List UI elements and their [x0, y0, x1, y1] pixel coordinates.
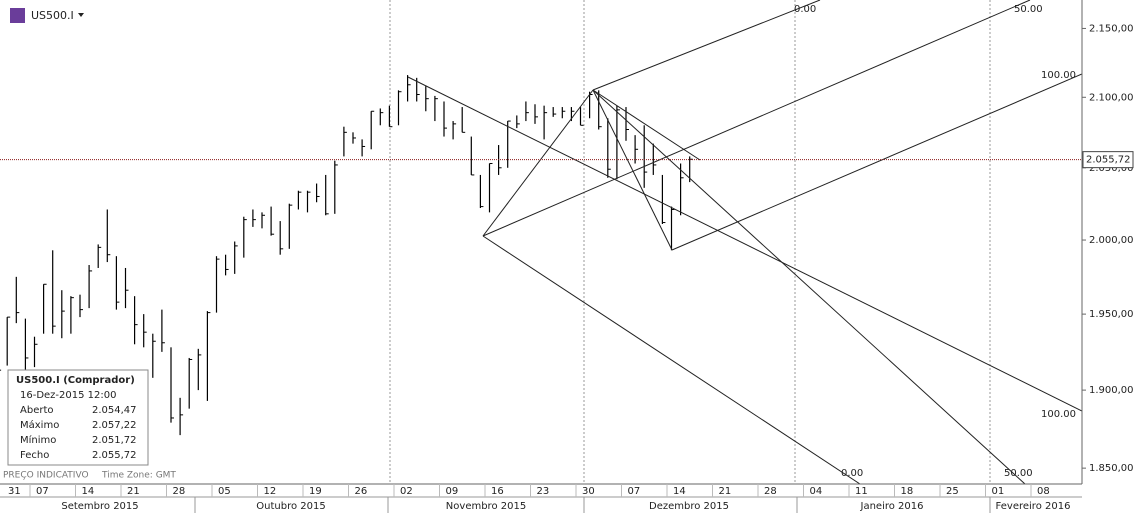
x-axis: 31 07 14 21 28 05 12 19 26 02 09 16 23 30 07 14 21 28 04 11…	[0, 483, 1141, 513]
x-tick-label: 05	[218, 486, 231, 497]
x-tick-label: 14	[82, 486, 95, 497]
x-tick-label: 04	[810, 486, 823, 497]
symbol-header[interactable]: US500.I	[10, 8, 84, 23]
x-tick-label: 02	[400, 486, 413, 497]
level-label: 50.00	[1004, 468, 1033, 479]
price-bars	[0, 75, 693, 436]
x-tick-label: 23	[537, 486, 550, 497]
x-tick-label: 28	[764, 486, 777, 497]
month-label: Outubro 2015	[256, 501, 325, 512]
info-title: US500.I (Comprador)	[16, 375, 135, 386]
x-tick-label: 18	[901, 486, 914, 497]
grid	[389, 0, 991, 484]
y-tick-label: 2.100,00	[1089, 92, 1134, 103]
last-price-label: 2.055,72	[1086, 155, 1131, 166]
month-label: Novembro 2015	[446, 501, 526, 512]
x-tick-label: 07	[36, 486, 49, 497]
x-tick-label: 31	[8, 486, 21, 497]
x-tick-label: 07	[628, 486, 641, 497]
x-tick-label: 25	[946, 486, 959, 497]
last-price-box	[1082, 151, 1134, 169]
pitchfork-line	[407, 76, 1082, 412]
y-tick-label: 1.950,00	[1089, 309, 1134, 320]
info-frame	[7, 369, 149, 466]
pitchfork-line	[482, 0, 1031, 237]
x-tick-label: 09	[446, 486, 459, 497]
info-time: 16-Dez-2015 12:00	[20, 390, 117, 401]
y-tick-label: 1.900,00	[1089, 385, 1134, 396]
x-tick-label: 19	[309, 486, 322, 497]
info-key: Aberto	[20, 405, 54, 416]
pitchfork-labels: 0.00 50.00 100.00 0.00 50.00 100.00	[794, 4, 1076, 479]
level-label: 50.00	[1014, 4, 1043, 15]
x-tick-label: 14	[673, 486, 686, 497]
pitchfork	[407, 0, 1082, 484]
y-tick-label: 1.850,00	[1089, 463, 1134, 474]
info-key: Mínimo	[20, 434, 56, 446]
x-tick-label: 01	[992, 486, 1005, 497]
y-axis: 1.850,00 1.900,00 1.950,00 2.000,00 2.050,00…	[1081, 0, 1134, 484]
level-label: 0.00	[841, 468, 863, 479]
info-value: 2.057,22	[92, 420, 137, 431]
month-label: Fevereiro 2016	[996, 501, 1071, 512]
axis-band	[0, 484, 1141, 513]
level-label: 100.00	[1041, 409, 1076, 420]
y-tick-label: 2.000,00	[1089, 235, 1134, 246]
info-box: US500.I (Comprador) 16-Dez-2015 12:00 Ab…	[7, 369, 149, 466]
y-tick-label: 2.150,00	[1089, 23, 1134, 34]
x-tick-label: 21	[127, 486, 140, 497]
x-tick-label: 21	[719, 486, 732, 497]
pitchfork-line	[592, 89, 701, 161]
info-value: 2.055,72	[92, 450, 137, 461]
x-tick-label: 11	[855, 486, 868, 497]
symbol-icon	[10, 8, 25, 23]
x-tick-label: 08	[1037, 486, 1050, 497]
info-value: 2.051,72	[92, 435, 137, 446]
month-label: Dezembro 2015	[649, 501, 729, 512]
footer-note: Time Zone: GMT	[101, 471, 176, 481]
level-label: 0.00	[794, 4, 816, 15]
y-tick-label: 2.050,00	[1089, 163, 1134, 174]
pitchfork-line	[482, 89, 594, 237]
info-key: Máximo	[20, 419, 59, 431]
pitchfork-line	[482, 235, 861, 484]
pitchfork-line	[671, 73, 1082, 251]
month-label: Janeiro 2016	[860, 501, 924, 512]
x-tick-label: 28	[173, 486, 186, 497]
footer-note: PREÇO INDICATIVO	[3, 471, 89, 481]
info-key: Fecho	[20, 450, 49, 461]
x-tick-label: 16	[491, 486, 504, 497]
pitchfork-line	[592, 0, 821, 91]
x-tick-label: 26	[355, 486, 368, 497]
level-label: 100.00	[1041, 70, 1076, 81]
info-value: 2.054,47	[92, 405, 137, 416]
month-label: Setembro 2015	[61, 501, 138, 512]
dropdown-arrow[interactable]	[78, 13, 84, 17]
pitchfork-line	[592, 89, 673, 251]
x-tick-label: 12	[264, 486, 277, 497]
x-tick-label: 30	[582, 486, 595, 497]
pitchfork-line	[592, 89, 1026, 484]
symbol-name: US500.I	[31, 9, 74, 22]
